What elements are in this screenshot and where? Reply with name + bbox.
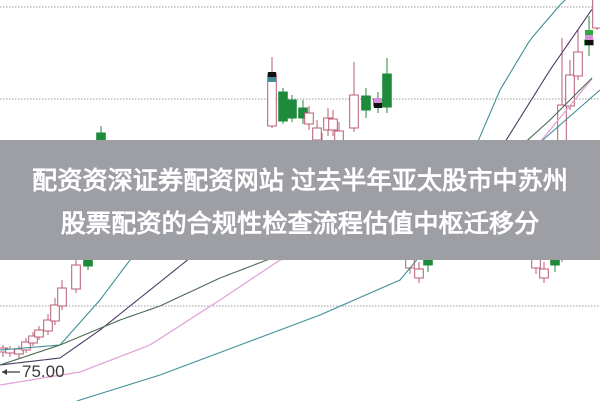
- svg-text:75.00: 75.00: [22, 362, 65, 381]
